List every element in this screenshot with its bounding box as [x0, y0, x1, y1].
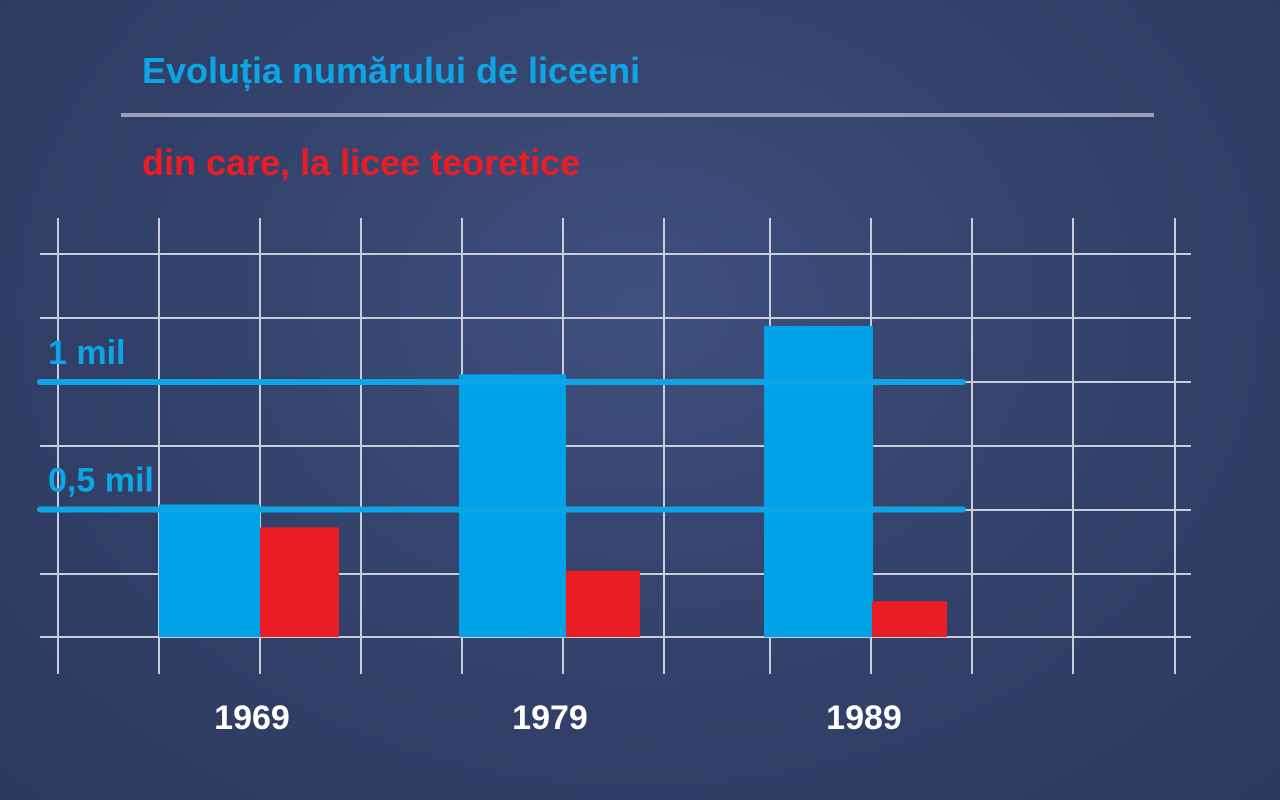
chart-subtitle: din care, la licee teoretice [142, 142, 581, 183]
bars [159, 325, 947, 637]
reference-lines: 1 mil 0,5 mil [37, 334, 966, 513]
chart-title: Evoluția numărului de liceeni [142, 50, 641, 91]
reference-label: 0,5 mil [48, 462, 154, 500]
x-tick-label: 1979 [512, 699, 588, 737]
bar-theoretical-students [872, 601, 947, 637]
reference-label: 1 mil [48, 334, 125, 372]
bar-total-students [159, 504, 260, 637]
bar-total-students [764, 325, 873, 637]
title-divider [121, 113, 1154, 117]
bar-theoretical-students [566, 570, 640, 637]
bar-total-students [459, 374, 566, 637]
x-tick-label: 1969 [214, 699, 290, 737]
bar-theoretical-students [260, 527, 339, 637]
x-tick-labels: 1969 1979 1989 [214, 699, 902, 737]
x-tick-label: 1989 [826, 699, 902, 737]
